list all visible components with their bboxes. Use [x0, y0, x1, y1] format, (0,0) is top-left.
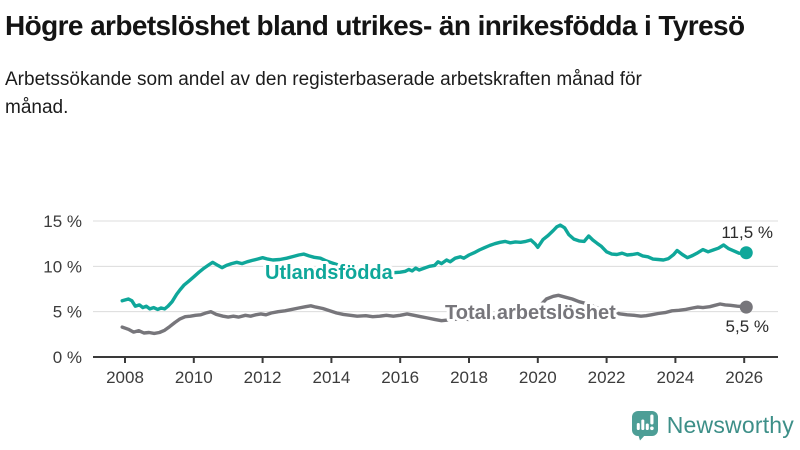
series-label: Total arbetslöshet	[445, 302, 616, 324]
y-tick-label: 5 %	[53, 303, 82, 322]
chart-subtitle: Arbetssökande som andel av den registerb…	[5, 68, 642, 119]
x-tick-label: 2018	[450, 368, 488, 387]
page-title: Högre arbetslöshet bland utrikes- än inr…	[5, 10, 745, 41]
x-tick-label: 2008	[106, 368, 144, 387]
x-tick-label: 2010	[175, 368, 213, 387]
y-tick-label: 0 %	[53, 348, 82, 367]
newsworthy-wordmark: Newsworthy	[666, 411, 794, 438]
x-tick-label: 2014	[312, 368, 350, 387]
newsworthy-logo: Newsworthy	[631, 409, 794, 441]
newsworthy-icon	[631, 410, 658, 440]
infographic: Högre arbetslöshet bland utrikes- än inr…	[0, 0, 800, 440]
line-chart: 2008 2010 2012 2014 2016 2018 2020 2022 2024 2026…	[0, 193, 800, 397]
x-tick-label: 2012	[244, 368, 282, 387]
x-tick-label: 2020	[519, 368, 557, 387]
unemployment-chart-svg: 2008 2010 2012 2014 2016 2018 2020 2022 2024 2026…	[43, 212, 778, 387]
series-end-dot	[739, 300, 753, 314]
y-tick-label: 10 %	[43, 257, 82, 276]
chart-header: Högre arbetslöshet bland utrikes- än inr…	[0, 0, 800, 123]
x-tick-label: 2022	[588, 368, 626, 387]
series-end-dot	[739, 246, 753, 260]
x-tick-label: 2024	[656, 368, 694, 387]
series-label: Utlandsfödda	[265, 262, 394, 284]
x-tick-label: 2016	[381, 368, 419, 387]
series-line-total	[120, 293, 748, 336]
x-tick-label: 2026	[725, 368, 763, 387]
end-value-label: 11,5 %	[721, 223, 773, 242]
end-value-label: 5,5 %	[726, 317, 769, 336]
y-tick-label: 15 %	[43, 212, 82, 231]
series-line-utlandsfodda	[120, 223, 748, 312]
